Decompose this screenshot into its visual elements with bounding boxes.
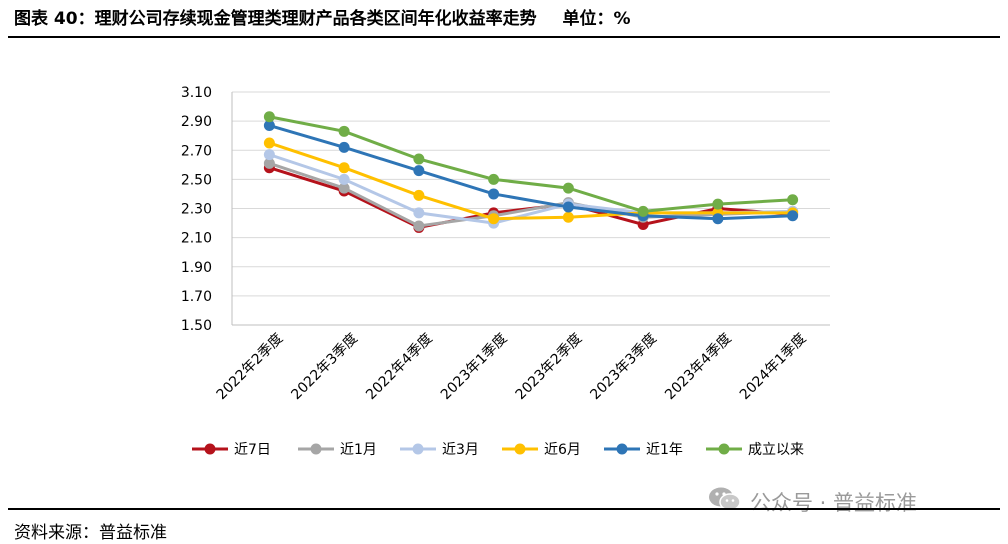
legend-label: 近7日 bbox=[234, 442, 271, 458]
unit-text: 单位：% bbox=[562, 9, 631, 29]
y-tick-label: 2.70 bbox=[181, 143, 212, 159]
data-point bbox=[263, 157, 275, 169]
y-tick-label: 2.90 bbox=[181, 114, 212, 130]
legend-label: 近1月 bbox=[340, 442, 377, 458]
data-point bbox=[263, 149, 275, 161]
data-point bbox=[488, 173, 500, 185]
series-line bbox=[268, 124, 793, 221]
legend-swatch-marker bbox=[718, 443, 730, 455]
data-point bbox=[787, 210, 799, 222]
data-point bbox=[562, 201, 574, 213]
data-point bbox=[338, 125, 350, 137]
series-line bbox=[268, 161, 793, 228]
x-tick-label: 2023年4季度 bbox=[662, 331, 735, 404]
source-note: 资料来源：普益标准 bbox=[14, 523, 167, 543]
data-point bbox=[413, 165, 425, 177]
data-point bbox=[488, 213, 500, 225]
x-tick-label: 2023年2季度 bbox=[513, 331, 586, 404]
data-point bbox=[488, 188, 500, 200]
data-point bbox=[263, 111, 275, 123]
data-point bbox=[712, 198, 724, 210]
wechat-icon bbox=[708, 486, 742, 517]
legend-swatch-marker bbox=[616, 443, 628, 455]
legend-label: 成立以来 bbox=[748, 442, 804, 458]
x-tick-label: 2022年2季度 bbox=[214, 331, 287, 404]
data-point bbox=[562, 211, 574, 223]
y-tick-label: 3.10 bbox=[181, 85, 212, 101]
data-point bbox=[712, 213, 724, 225]
legend-label: 近6月 bbox=[544, 442, 581, 458]
legend-label: 近1年 bbox=[646, 442, 683, 458]
data-point bbox=[787, 194, 799, 206]
y-tick-label: 2.10 bbox=[181, 231, 212, 247]
y-tick-label: 1.90 bbox=[181, 260, 212, 276]
x-tick-label: 2022年3季度 bbox=[288, 331, 361, 404]
y-tick-label: 2.50 bbox=[181, 172, 212, 188]
bottom-rule bbox=[8, 508, 1000, 510]
data-point bbox=[338, 173, 350, 185]
data-point bbox=[338, 162, 350, 174]
legend-swatch-marker bbox=[204, 443, 216, 455]
y-tick-label: 1.50 bbox=[181, 318, 212, 334]
title-text: 图表 40：理财公司存续现金管理类理财产品各类区间年化收益率走势 bbox=[14, 9, 537, 29]
data-point bbox=[637, 205, 649, 217]
watermark: 公众号 · 普益标准 bbox=[708, 486, 917, 517]
data-point bbox=[413, 153, 425, 165]
y-tick-label: 2.30 bbox=[181, 202, 212, 218]
data-point bbox=[263, 137, 275, 149]
legend-swatch-marker bbox=[310, 443, 322, 455]
data-point bbox=[263, 119, 275, 131]
data-point bbox=[413, 207, 425, 219]
x-tick-label: 2022年4季度 bbox=[363, 331, 436, 404]
series-line bbox=[268, 141, 793, 221]
legend-swatch-marker bbox=[412, 443, 424, 455]
x-tick-label: 2023年3季度 bbox=[587, 331, 660, 404]
watermark-text: 公众号 · 普益标准 bbox=[750, 490, 918, 515]
series-line bbox=[269, 115, 793, 213]
legend-label: 近3月 bbox=[442, 442, 479, 458]
figure-title: 图表 40：理财公司存续现金管理类理财产品各类区间年化收益率走势 单位：% bbox=[14, 4, 631, 29]
top-rule bbox=[8, 36, 1000, 38]
data-point bbox=[338, 182, 350, 194]
x-tick-label: 2023年1季度 bbox=[438, 331, 511, 404]
y-tick-label: 1.70 bbox=[181, 289, 212, 305]
data-point bbox=[413, 189, 425, 201]
data-point bbox=[413, 220, 425, 232]
legend-swatch-marker bbox=[514, 443, 526, 455]
x-tick-label: 2024年1季度 bbox=[737, 331, 810, 404]
data-point bbox=[338, 141, 350, 153]
data-point bbox=[562, 182, 574, 194]
